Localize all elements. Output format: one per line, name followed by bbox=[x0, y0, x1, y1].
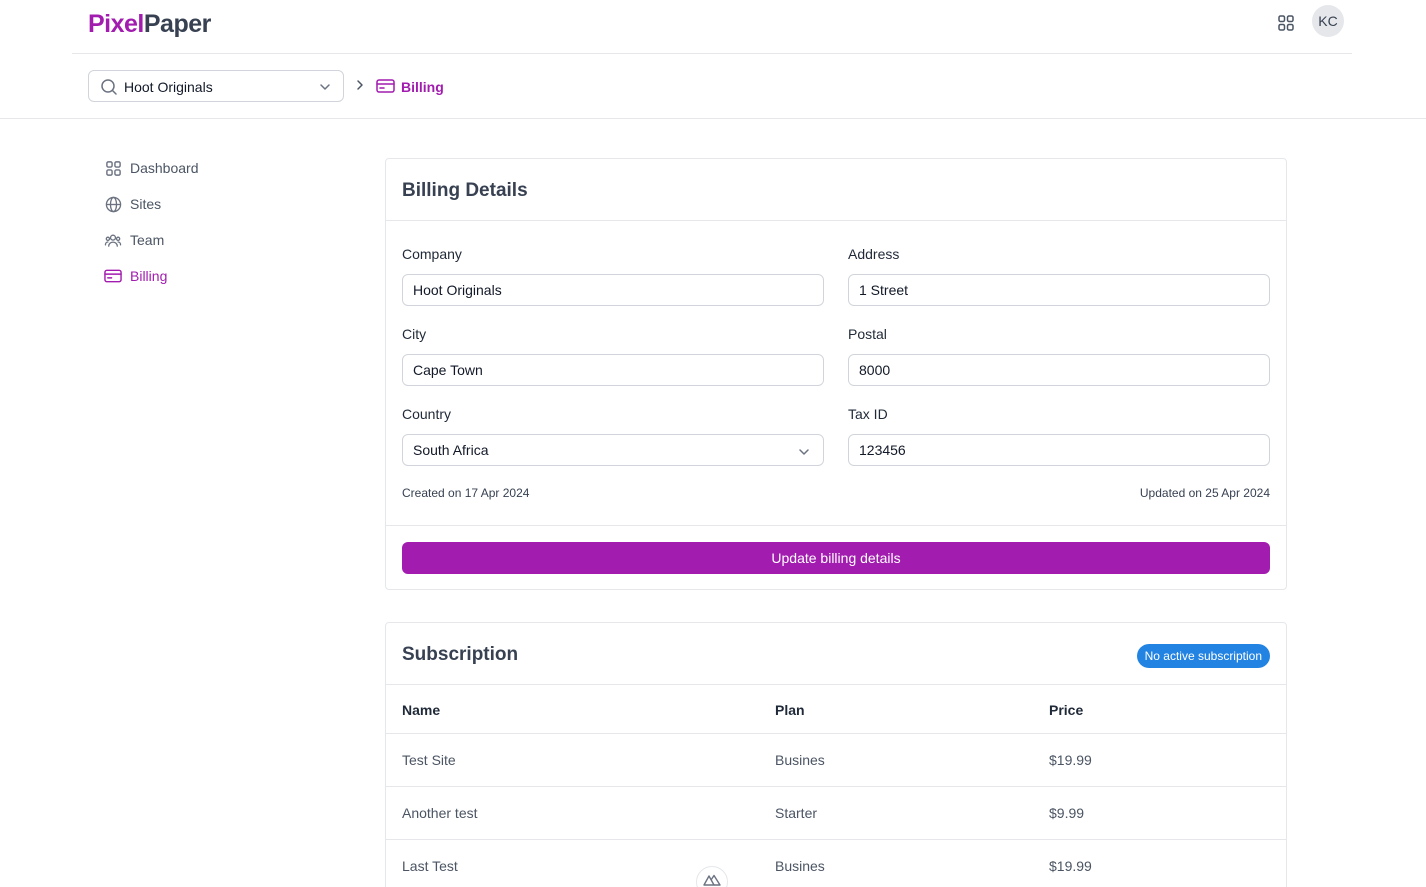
table-row[interactable]: Another test Starter $9.99 bbox=[386, 787, 1286, 840]
apps-grid-icon[interactable] bbox=[1275, 12, 1297, 34]
tax-id-field-group: Tax ID 123456 bbox=[848, 406, 1270, 466]
column-header-plan[interactable]: Plan bbox=[775, 702, 805, 718]
row-name: Another test bbox=[402, 805, 478, 821]
company-field[interactable]: Hoot Originals bbox=[402, 274, 824, 306]
updated-date: Updated on 25 Apr 2024 bbox=[1139, 486, 1270, 500]
logo[interactable]: PixelPaper bbox=[88, 10, 211, 38]
card-header: Subscription No active subscription bbox=[386, 623, 1286, 685]
chevron-down-icon bbox=[798, 445, 810, 461]
billing-details-card: Billing Details Company Hoot Originals A… bbox=[385, 158, 1287, 590]
sidebar-item-billing[interactable]: Billing bbox=[104, 258, 324, 294]
address-field-group: Address 1 Street bbox=[848, 246, 1270, 306]
sidebar-item-label: Team bbox=[130, 232, 165, 248]
table-header: Name Plan Price bbox=[386, 685, 1286, 734]
country-label: Country bbox=[402, 406, 452, 422]
context-bar: Hoot Originals Billing bbox=[0, 54, 1426, 119]
tax-id-field[interactable]: 123456 bbox=[848, 434, 1270, 466]
row-price: $19.99 bbox=[1049, 858, 1092, 874]
row-plan: Starter bbox=[775, 805, 818, 821]
card-footer: Update billing details bbox=[386, 525, 1286, 574]
row-plan: Busines bbox=[775, 752, 825, 768]
team-select-value: Hoot Originals bbox=[124, 79, 213, 95]
row-name: Last Test bbox=[402, 858, 458, 874]
sidebar-item-label: Dashboard bbox=[130, 160, 199, 176]
credit-card-icon bbox=[104, 267, 122, 285]
company-field-group: Company Hoot Originals bbox=[402, 246, 824, 306]
table-row[interactable]: Test Site Busines $19.99 bbox=[386, 734, 1286, 787]
top-bar: PixelPaper KC bbox=[72, 0, 1352, 54]
postal-label: Postal bbox=[848, 326, 887, 342]
search-icon bbox=[100, 78, 118, 101]
team-select[interactable]: Hoot Originals bbox=[88, 70, 344, 102]
sidebar-item-label: Billing bbox=[130, 268, 168, 284]
city-field[interactable]: Cape Town bbox=[402, 354, 824, 386]
sidebar-item-dashboard[interactable]: Dashboard bbox=[104, 150, 324, 186]
chevron-down-icon bbox=[319, 80, 331, 98]
update-billing-button[interactable]: Update billing details bbox=[402, 542, 1270, 574]
country-field-group: Country South Africa bbox=[402, 406, 824, 466]
address-field[interactable]: 1 Street bbox=[848, 274, 1270, 306]
credit-card-icon bbox=[376, 78, 395, 99]
row-price: $19.99 bbox=[1049, 752, 1092, 768]
created-date: Created on 17 Apr 2024 bbox=[402, 486, 530, 500]
sidebar-item-label: Sites bbox=[130, 196, 162, 212]
tax-id-label: Tax ID bbox=[848, 406, 888, 422]
postal-field[interactable]: 8000 bbox=[848, 354, 1270, 386]
subscription-card: Subscription No active subscription Name… bbox=[385, 622, 1287, 887]
globe-icon bbox=[104, 195, 122, 213]
billing-details-title: Billing Details bbox=[402, 180, 528, 201]
sidebar-item-team[interactable]: Team bbox=[104, 222, 324, 258]
country-value: South Africa bbox=[413, 442, 489, 458]
status-badge: No active subscription bbox=[1136, 644, 1270, 668]
company-label: Company bbox=[402, 246, 462, 262]
city-field-group: City Cape Town bbox=[402, 326, 824, 386]
subscription-title: Subscription bbox=[402, 644, 519, 665]
breadcrumb-current[interactable]: Billing bbox=[401, 79, 444, 95]
city-label: City bbox=[402, 326, 427, 342]
column-header-price[interactable]: Price bbox=[1049, 702, 1084, 718]
dashboard-icon bbox=[104, 159, 122, 177]
address-label: Address bbox=[848, 246, 900, 262]
team-icon bbox=[104, 231, 122, 249]
row-plan: Busines bbox=[775, 858, 825, 874]
country-select[interactable]: South Africa bbox=[402, 434, 824, 466]
table-row[interactable]: Last Test Busines $19.99 bbox=[386, 840, 1286, 887]
chevron-right-icon bbox=[354, 78, 366, 96]
avatar[interactable]: KC bbox=[1312, 5, 1344, 37]
sidebar: Dashboard Sites Team Billing bbox=[104, 150, 324, 294]
row-name: Test Site bbox=[402, 752, 456, 768]
sidebar-item-sites[interactable]: Sites bbox=[104, 186, 324, 222]
column-header-name[interactable]: Name bbox=[402, 702, 441, 718]
postal-field-group: Postal 8000 bbox=[848, 326, 1270, 386]
row-price: $9.99 bbox=[1049, 805, 1085, 821]
card-header: Billing Details bbox=[386, 159, 1286, 221]
